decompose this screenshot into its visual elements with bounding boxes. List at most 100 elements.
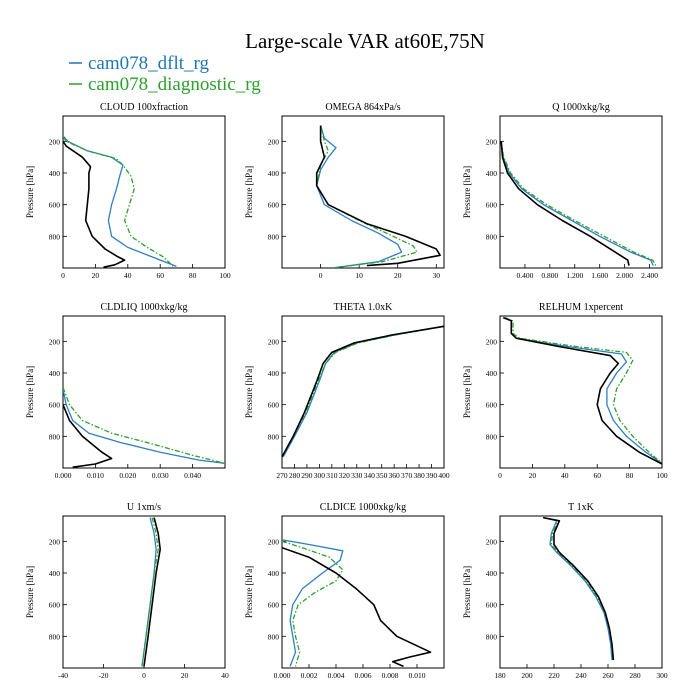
x-tick-label: 20 xyxy=(529,471,537,480)
x-tick-label: 400 xyxy=(438,471,450,480)
y-tick-label: 400 xyxy=(268,369,280,378)
series-line-2 xyxy=(316,125,418,268)
x-tick-label: 0.002 xyxy=(301,671,318,680)
panel-title: CLDLIQ 1000xkg/kg xyxy=(101,302,188,313)
y-tick-label: 600 xyxy=(486,201,498,210)
y-tick-label: 600 xyxy=(486,601,498,610)
x-tick-label: 0.010 xyxy=(87,471,104,480)
legend: cam078_dflt_rg cam078_diagnostic_rg xyxy=(69,53,261,95)
panel-title: T 1xK xyxy=(568,502,594,513)
y-tick-label: 600 xyxy=(268,601,280,610)
series-line-2 xyxy=(141,517,159,667)
x-tick-label: 0.004 xyxy=(328,671,345,680)
x-tick-label: 0.008 xyxy=(382,671,399,680)
y-tick-label: 400 xyxy=(486,569,498,578)
panel-title: CLDICE 1000xkg/kg xyxy=(320,502,406,513)
y-tick-label: 600 xyxy=(268,201,280,210)
series-line-3 xyxy=(315,125,441,267)
y-tick-label: 200 xyxy=(486,137,498,146)
x-tick-label: 0 xyxy=(498,471,502,480)
x-tick-label: 260 xyxy=(602,671,614,680)
x-tick-label: 0.040 xyxy=(184,471,201,480)
x-tick-label: 360 xyxy=(389,471,401,480)
plot-frame xyxy=(499,315,663,469)
x-tick-label: 320 xyxy=(339,471,351,480)
series-line-1 xyxy=(316,125,403,268)
y-axis-label: Pressure [hPa] xyxy=(462,166,472,218)
panel-title: OMEGA 864xPa/s xyxy=(325,102,400,113)
panel-7: U 1xm/s Pressure [hPa] -40 -20 0 20 40 200 400 60… xyxy=(25,502,229,680)
x-tick-label: 220 xyxy=(548,671,560,680)
x-tick-label: 20 xyxy=(181,671,189,680)
series-line-3 xyxy=(63,140,126,268)
x-tick-label: 0 xyxy=(142,671,146,680)
y-tick-label: 200 xyxy=(49,137,61,146)
y-axis-label: Pressure [hPa] xyxy=(462,366,472,418)
panel-6: RELHUM 1xpercent Pressure [hPa] 0 20 40 60 80 1… xyxy=(462,302,668,480)
y-tick-label: 400 xyxy=(49,169,61,178)
x-tick-label: 80 xyxy=(189,271,197,280)
series-line-3 xyxy=(143,517,161,667)
x-tick-label: 0.010 xyxy=(409,671,426,680)
panel-title: RELHUM 1xpercent xyxy=(539,302,623,313)
y-tick-label: 400 xyxy=(268,169,280,178)
panels: CLOUD 100xfraction Pressure [hPa] 0 20 40 60 8… xyxy=(25,102,668,680)
legend-label-1: cam078_dflt_rg xyxy=(88,53,210,74)
panel-5: THETA 1.0xK Pressure [hPa] 270 280 290 300 310… xyxy=(244,302,450,480)
y-tick-label: 400 xyxy=(486,169,498,178)
x-tick-label: 60 xyxy=(593,471,601,480)
series-line-1 xyxy=(500,141,654,266)
x-tick-label: 280 xyxy=(629,671,641,680)
y-tick-label: 600 xyxy=(49,601,61,610)
x-tick-label: 40 xyxy=(221,671,229,680)
plot-frame xyxy=(281,515,445,669)
x-tick-label: 0.020 xyxy=(119,471,136,480)
y-tick-label: 600 xyxy=(486,401,498,410)
x-tick-label: 370 xyxy=(401,471,413,480)
y-tick-label: 600 xyxy=(49,401,61,410)
x-tick-label: 20 xyxy=(394,271,402,280)
series-line-1 xyxy=(282,539,344,667)
x-tick-label: 1.600 xyxy=(591,271,608,280)
x-tick-label: 390 xyxy=(426,471,438,480)
x-tick-label: 280 xyxy=(289,471,301,480)
y-tick-label: 600 xyxy=(49,201,61,210)
series-line-1 xyxy=(543,516,613,661)
x-tick-label: 270 xyxy=(276,471,288,480)
plot-frame xyxy=(62,515,226,669)
x-tick-label: 310 xyxy=(326,471,338,480)
panel-8: CLDICE 1000xkg/kg Pressure [hPa] 0.000 0.00… xyxy=(244,502,445,680)
x-tick-label: 180 xyxy=(494,671,506,680)
y-tick-label: 200 xyxy=(486,537,498,546)
x-tick-label: 340 xyxy=(364,471,376,480)
series-line-3 xyxy=(543,516,615,661)
series-line-2 xyxy=(63,387,225,465)
x-tick-label: 40 xyxy=(561,471,569,480)
legend-label-2: cam078_diagnostic_rg xyxy=(88,74,261,95)
series-line-3 xyxy=(63,404,113,468)
x-tick-label: 200 xyxy=(521,671,533,680)
x-tick-label: 80 xyxy=(626,471,634,480)
panel-title: THETA 1.0xK xyxy=(334,302,393,313)
series-line-2 xyxy=(282,325,444,458)
y-tick-label: 800 xyxy=(268,432,280,441)
x-tick-label: 100 xyxy=(219,271,231,280)
y-axis-label: Pressure [hPa] xyxy=(244,566,254,618)
x-tick-label: 0.400 xyxy=(516,271,533,280)
series-line-2 xyxy=(63,136,174,267)
y-tick-label: 200 xyxy=(49,337,61,346)
x-tick-label: 350 xyxy=(376,471,388,480)
y-tick-label: 400 xyxy=(49,369,61,378)
x-tick-label: 60 xyxy=(156,271,164,280)
panel-1: CLOUD 100xfraction Pressure [hPa] 0 20 40 60 8… xyxy=(25,102,231,280)
y-tick-label: 200 xyxy=(268,337,280,346)
plot-frame xyxy=(62,315,226,469)
x-tick-label: -20 xyxy=(99,671,109,680)
y-tick-label: 800 xyxy=(486,632,498,641)
y-tick-label: 800 xyxy=(49,232,61,241)
y-tick-label: 600 xyxy=(268,401,280,410)
y-axis-label: Pressure [hPa] xyxy=(244,166,254,218)
y-tick-label: 200 xyxy=(49,537,61,546)
x-tick-label: 290 xyxy=(301,471,313,480)
